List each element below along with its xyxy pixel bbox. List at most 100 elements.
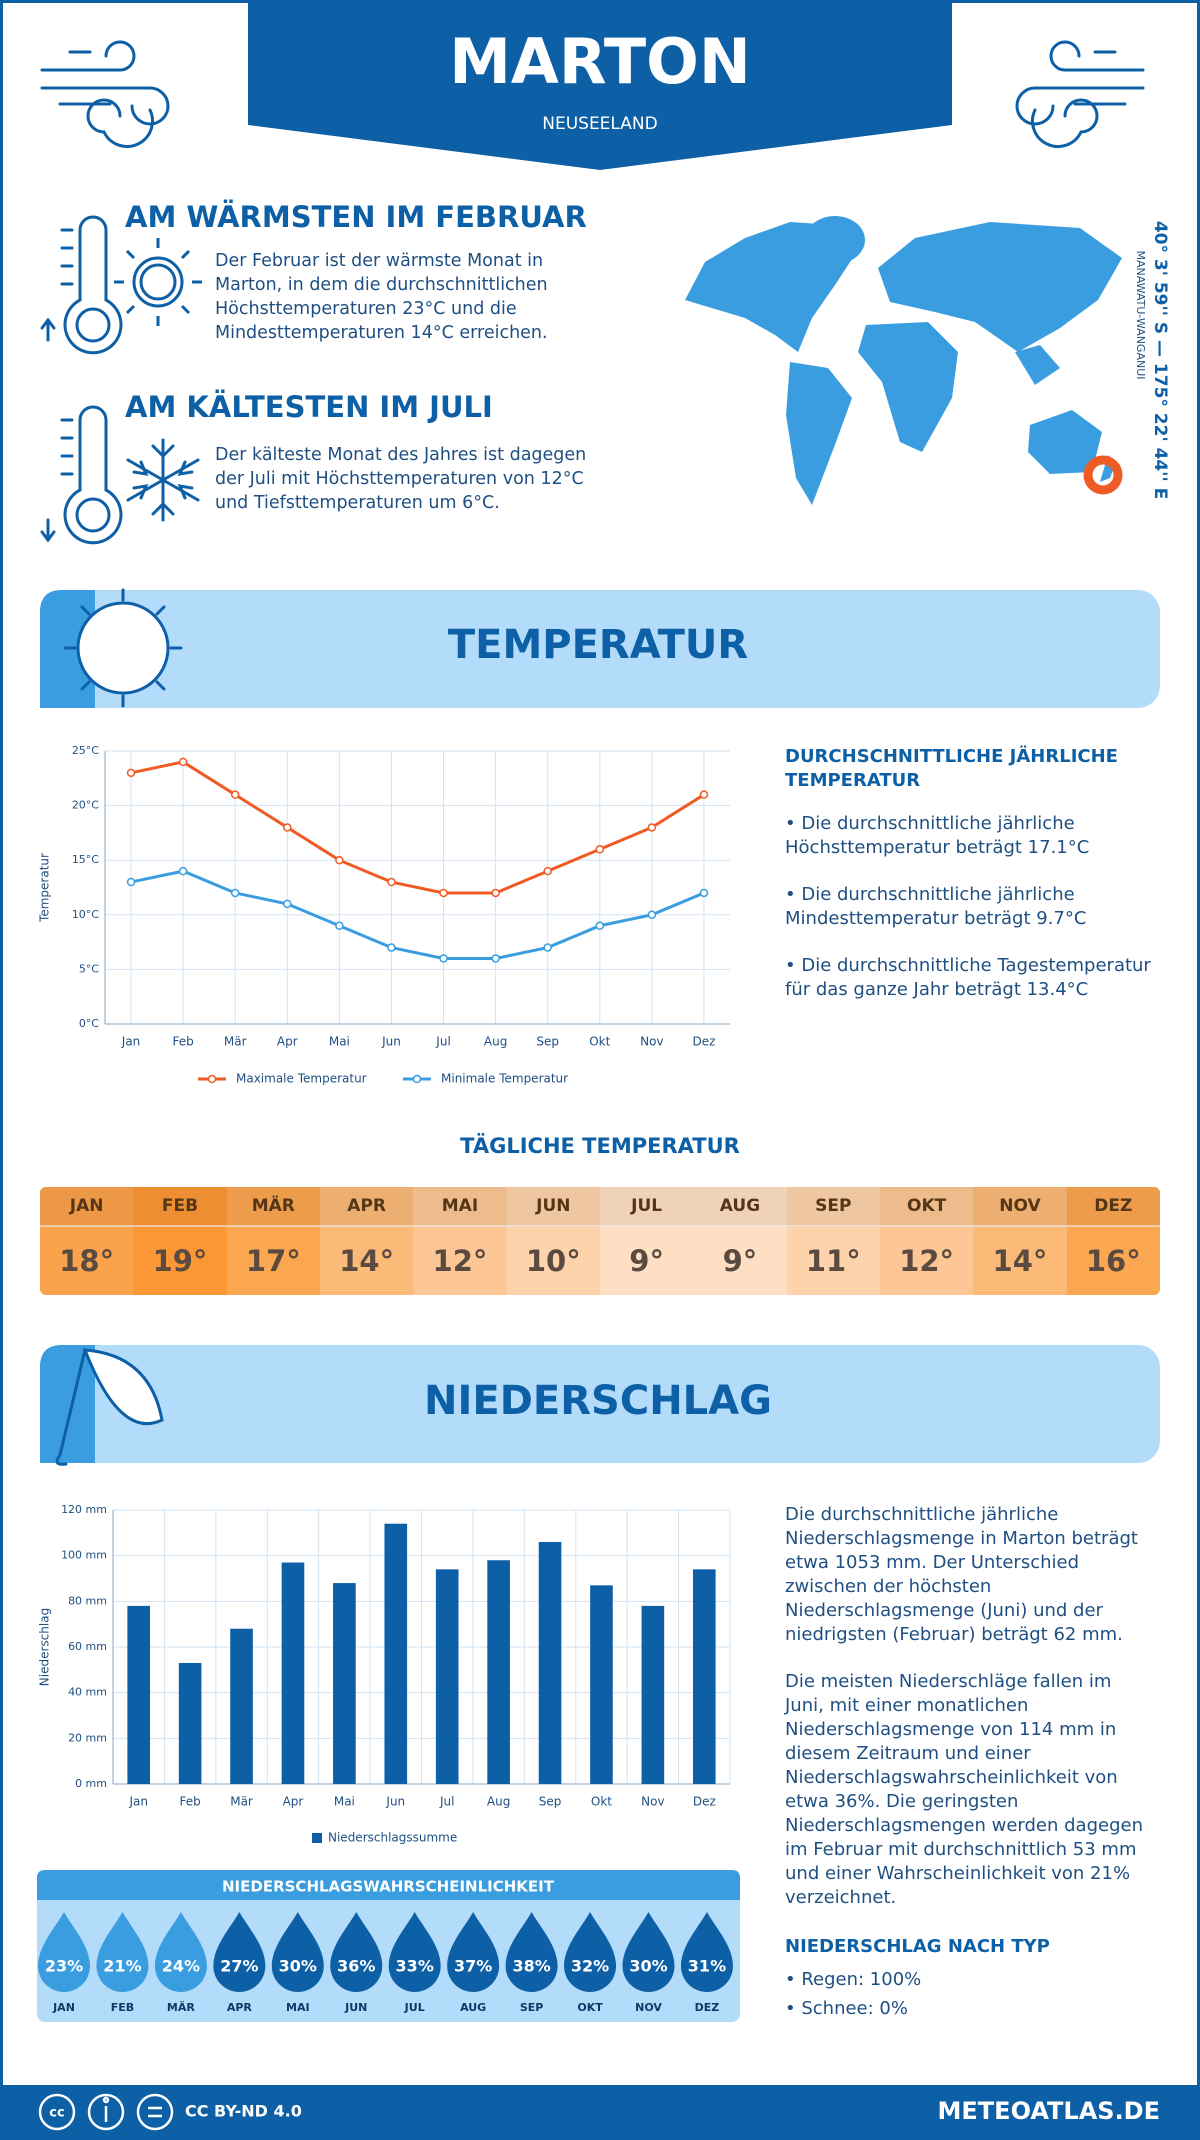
footer-band [0, 2085, 1200, 2140]
bar [384, 1523, 408, 1784]
fact-title: AM KÄLTESTEN IM JULI [125, 390, 493, 424]
daily-month: SEP [786, 1187, 880, 1227]
point [543, 943, 552, 952]
daily-month: AUG [693, 1187, 787, 1227]
drop [680, 1912, 733, 1992]
probability-title: NIEDERSCHLAGSWAHRSCHEINLICHKEIT [222, 1878, 555, 1896]
point [178, 757, 188, 767]
banner [40, 1345, 1160, 1463]
point [543, 866, 552, 876]
daily-value: 12° [899, 1244, 955, 1278]
x-tick-label: Mai [334, 1795, 355, 1809]
x-tick-label: Sep [536, 1035, 559, 1049]
thermometer-icon [40, 405, 123, 545]
section-heading: TEMPERATUR [447, 622, 749, 668]
y-tick-label: 60 mm [68, 1640, 107, 1653]
x-tick-label: Dez [693, 1795, 716, 1809]
y-axis-label: Temperatur [38, 853, 52, 923]
point [178, 866, 188, 876]
drop-value: 21% [103, 1957, 141, 1976]
point [647, 823, 657, 832]
drop-month: JAN [52, 2001, 75, 2014]
wind-icon [1015, 40, 1145, 148]
y-tick-label: 15°C [72, 853, 99, 866]
drop-value: 23% [45, 1957, 83, 1976]
drop [447, 1912, 500, 1992]
point [283, 899, 292, 909]
point [647, 910, 657, 920]
x-tick-label: Feb [173, 1035, 194, 1049]
city-title: MARTON [449, 25, 751, 98]
daily-month: DEZ [1066, 1187, 1160, 1227]
daily-column: FEB 19° [133, 1187, 227, 1295]
point [491, 888, 500, 898]
snowflake-icon [126, 438, 200, 522]
drop [564, 1912, 617, 1992]
drop-value: 37% [454, 1957, 492, 1976]
drop-value: 33% [396, 1957, 434, 1976]
daily-month: MÄR [226, 1187, 320, 1227]
x-tick-label: Mär [224, 1035, 247, 1049]
coordinates: 40° 3' 59'' S — 175° 22' 44'' E [1150, 221, 1170, 499]
daily-title: TÄGLICHE TEMPERATUR [460, 1134, 740, 1158]
x-tick-label: Feb [180, 1795, 201, 1809]
drop [388, 1912, 441, 1992]
drop-value: 30% [279, 1957, 317, 1976]
drop-month: MÄR [167, 2000, 195, 2014]
x-tick-label: Mär [230, 1795, 253, 1809]
cc-icon-text: cc [49, 2106, 64, 2121]
wind-icon [40, 40, 170, 148]
summary-item: • Die durchschnittliche Tagestemperatur … [785, 955, 1151, 1000]
x-tick-label: Okt [589, 1035, 610, 1049]
precip-paragraph: Die durchschnittliche jährliche Niedersc… [785, 1504, 1138, 1645]
drop-month: DEZ [695, 2001, 720, 2014]
x-tick-label: Jun [381, 1035, 401, 1049]
line [130, 869, 705, 960]
legend-swatch [207, 1074, 217, 1084]
x-tick-label: Jul [435, 1035, 450, 1049]
umbrella-icon [55, 1348, 164, 1466]
drop-month: MAI [286, 2001, 310, 2014]
drop [96, 1912, 149, 1992]
daily-month: MAI [413, 1187, 507, 1227]
drop-month: APR [227, 2001, 253, 2014]
summary-title: DURCHSCHNITTLICHE JÄHRLICHE TEMPERATUR [785, 746, 1118, 791]
y-tick-label: 80 mm [68, 1594, 107, 1607]
daily-value: 14° [992, 1244, 1048, 1278]
bar [692, 1569, 716, 1784]
bar [178, 1662, 202, 1784]
daily-column: OKT 12° [879, 1187, 974, 1295]
drop-month: NOV [635, 2001, 662, 2014]
drop [213, 1912, 266, 1992]
daily-value: 9° [629, 1244, 664, 1278]
y-tick-label: 5°C [79, 962, 99, 975]
drop [38, 1912, 90, 1992]
point [699, 888, 709, 898]
x-tick-label: Okt [591, 1795, 612, 1809]
legend-swatch [412, 1074, 422, 1084]
bar [487, 1560, 510, 1784]
x-tick-label: Aug [487, 1795, 510, 1809]
daily-value: 19° [152, 1244, 208, 1278]
drop [271, 1912, 324, 1992]
daily-month: JUN [506, 1187, 600, 1227]
bar [333, 1583, 356, 1784]
bar [538, 1541, 562, 1784]
bar [127, 1605, 151, 1784]
drop-month: OKT [577, 2001, 603, 2014]
drop-month: JUL [404, 2001, 425, 2014]
drop-month: AUG [460, 2001, 486, 2014]
daily-column: APR 14° [319, 1187, 414, 1295]
bar [435, 1569, 459, 1784]
daily-column: NOV 14° [973, 1187, 1067, 1295]
bar [641, 1605, 665, 1784]
bar [590, 1585, 613, 1784]
daily-month: FEB [133, 1187, 227, 1227]
y-tick-label: 20°C [72, 799, 99, 812]
legend-label: Niederschlagssumme [328, 1831, 457, 1845]
point [335, 921, 344, 930]
x-tick-label: Mai [329, 1035, 350, 1049]
y-tick-label: 0 mm [75, 1777, 107, 1790]
drop-value: 31% [688, 1957, 726, 1976]
